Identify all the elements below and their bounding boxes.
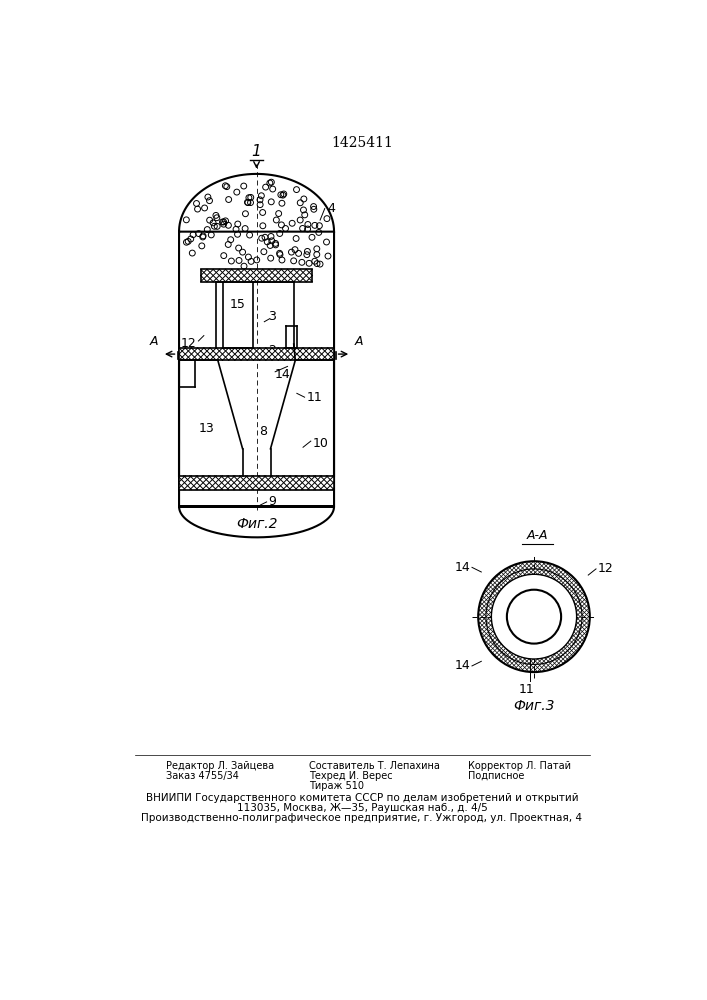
Text: 11: 11	[518, 683, 534, 696]
Text: A: A	[150, 335, 158, 348]
Text: Подписное: Подписное	[468, 771, 525, 781]
Text: 2: 2	[268, 344, 276, 358]
Text: 14: 14	[455, 561, 470, 574]
Text: 14: 14	[275, 368, 291, 381]
Circle shape	[491, 574, 577, 659]
Text: 8: 8	[259, 425, 267, 438]
Text: 10: 10	[312, 437, 328, 450]
Text: 11: 11	[307, 391, 322, 404]
Text: Заказ 4755/34: Заказ 4755/34	[166, 771, 239, 781]
Text: Фиг.3: Фиг.3	[513, 699, 555, 713]
Text: Производственно-полиграфическое предприятие, г. Ужгород, ул. Проектная, 4: Производственно-полиграфическое предприя…	[141, 813, 583, 823]
Text: 3: 3	[268, 310, 276, 323]
Text: 13: 13	[198, 422, 214, 434]
Text: A: A	[355, 335, 363, 348]
Bar	[201, 269, 312, 282]
Text: Фиг.2: Фиг.2	[236, 517, 277, 531]
Text: Составитель Т. Лепахина: Составитель Т. Лепахина	[309, 761, 440, 771]
Bar	[179, 348, 334, 360]
Text: ВНИИПИ Государственного комитета СССР по делам изобретений и открытий: ВНИИПИ Государственного комитета СССР по…	[146, 793, 578, 803]
Text: Корректор Л. Патай: Корректор Л. Патай	[468, 761, 571, 771]
Text: 14: 14	[455, 659, 470, 672]
Text: 4: 4	[328, 202, 336, 215]
Bar	[179, 476, 334, 490]
Text: 1425411: 1425411	[331, 136, 393, 150]
Text: 113035, Москва, Ж—35, Раушская наб., д. 4/5: 113035, Москва, Ж—35, Раушская наб., д. …	[237, 803, 487, 813]
Text: 12: 12	[180, 337, 196, 350]
Text: 15: 15	[229, 298, 245, 311]
Text: Тираж 510: Тираж 510	[309, 781, 364, 791]
Text: 12: 12	[597, 562, 613, 575]
Text: Техред И. Верес: Техред И. Верес	[309, 771, 393, 781]
Text: 1: 1	[252, 143, 262, 158]
Text: Редактор Л. Зайцева: Редактор Л. Зайцева	[166, 761, 274, 771]
Text: A-A: A-A	[527, 529, 549, 542]
Text: 9: 9	[268, 495, 276, 508]
